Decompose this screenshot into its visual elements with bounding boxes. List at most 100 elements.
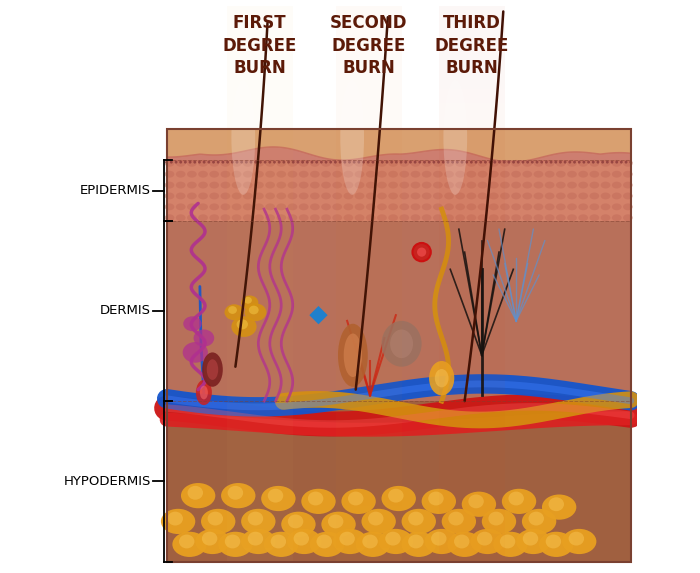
Ellipse shape [402,532,436,557]
Ellipse shape [421,489,456,514]
Circle shape [170,160,173,164]
Ellipse shape [201,509,235,534]
Ellipse shape [389,182,398,189]
Bar [336,423,402,437]
Ellipse shape [511,182,521,189]
Bar [336,201,402,214]
Ellipse shape [411,193,420,199]
Ellipse shape [455,214,465,221]
Bar [227,297,293,312]
Ellipse shape [288,214,298,221]
Ellipse shape [281,512,316,537]
Bar [336,312,402,325]
Ellipse shape [232,160,242,167]
Ellipse shape [344,193,354,199]
Ellipse shape [623,160,633,167]
Ellipse shape [265,203,275,210]
Ellipse shape [176,193,186,199]
Ellipse shape [466,193,476,199]
Ellipse shape [209,214,219,221]
Ellipse shape [161,509,195,534]
Bar [439,6,505,19]
Ellipse shape [433,193,442,199]
Ellipse shape [254,171,264,178]
Circle shape [184,160,187,164]
Bar [227,548,293,562]
Ellipse shape [482,509,516,534]
Ellipse shape [578,171,588,178]
Circle shape [592,160,595,164]
Ellipse shape [288,193,298,199]
Ellipse shape [500,214,510,221]
Circle shape [259,160,262,164]
Ellipse shape [448,512,463,525]
Ellipse shape [422,182,431,189]
Ellipse shape [265,182,275,189]
Ellipse shape [187,182,197,189]
Ellipse shape [299,182,309,189]
Bar [439,325,505,339]
Ellipse shape [310,193,320,199]
Text: DERMIS: DERMIS [100,304,151,317]
Bar [439,131,505,144]
Ellipse shape [299,160,309,167]
Ellipse shape [400,203,410,210]
Bar [336,548,402,562]
Ellipse shape [176,160,186,167]
Circle shape [405,160,407,164]
Bar [336,33,402,48]
Circle shape [578,160,580,164]
Ellipse shape [332,160,342,167]
Ellipse shape [623,182,633,189]
Circle shape [268,160,271,164]
Circle shape [372,160,375,164]
Bar [227,353,293,367]
Circle shape [545,160,548,164]
Ellipse shape [209,160,219,167]
Ellipse shape [241,296,258,309]
Circle shape [329,160,332,164]
Bar [439,201,505,214]
Ellipse shape [232,214,242,221]
Ellipse shape [411,160,420,167]
Ellipse shape [578,182,588,189]
Ellipse shape [232,203,242,210]
Ellipse shape [164,203,174,210]
Ellipse shape [444,160,454,167]
Ellipse shape [468,494,484,508]
Bar [439,61,505,75]
Bar [336,395,402,409]
Ellipse shape [276,214,286,221]
Ellipse shape [546,535,561,548]
Ellipse shape [232,182,242,189]
Circle shape [165,160,168,164]
Ellipse shape [276,160,286,167]
Ellipse shape [241,529,276,554]
Bar [439,534,505,548]
Bar [227,464,293,478]
Circle shape [437,160,440,164]
Ellipse shape [288,182,298,189]
Circle shape [601,160,604,164]
Ellipse shape [462,492,496,517]
Bar [336,89,402,103]
Circle shape [620,160,623,164]
Bar [227,423,293,437]
Ellipse shape [545,182,554,189]
Bar [439,89,505,103]
Ellipse shape [344,214,354,221]
Bar [227,201,293,214]
Ellipse shape [328,515,344,528]
Ellipse shape [578,203,588,210]
Ellipse shape [288,515,303,528]
Ellipse shape [316,535,332,548]
Ellipse shape [466,160,476,167]
Circle shape [390,160,393,164]
Circle shape [508,160,510,164]
Circle shape [550,160,552,164]
Ellipse shape [578,160,588,167]
Ellipse shape [321,214,331,221]
Circle shape [480,160,482,164]
Ellipse shape [377,214,387,221]
Ellipse shape [377,203,387,210]
